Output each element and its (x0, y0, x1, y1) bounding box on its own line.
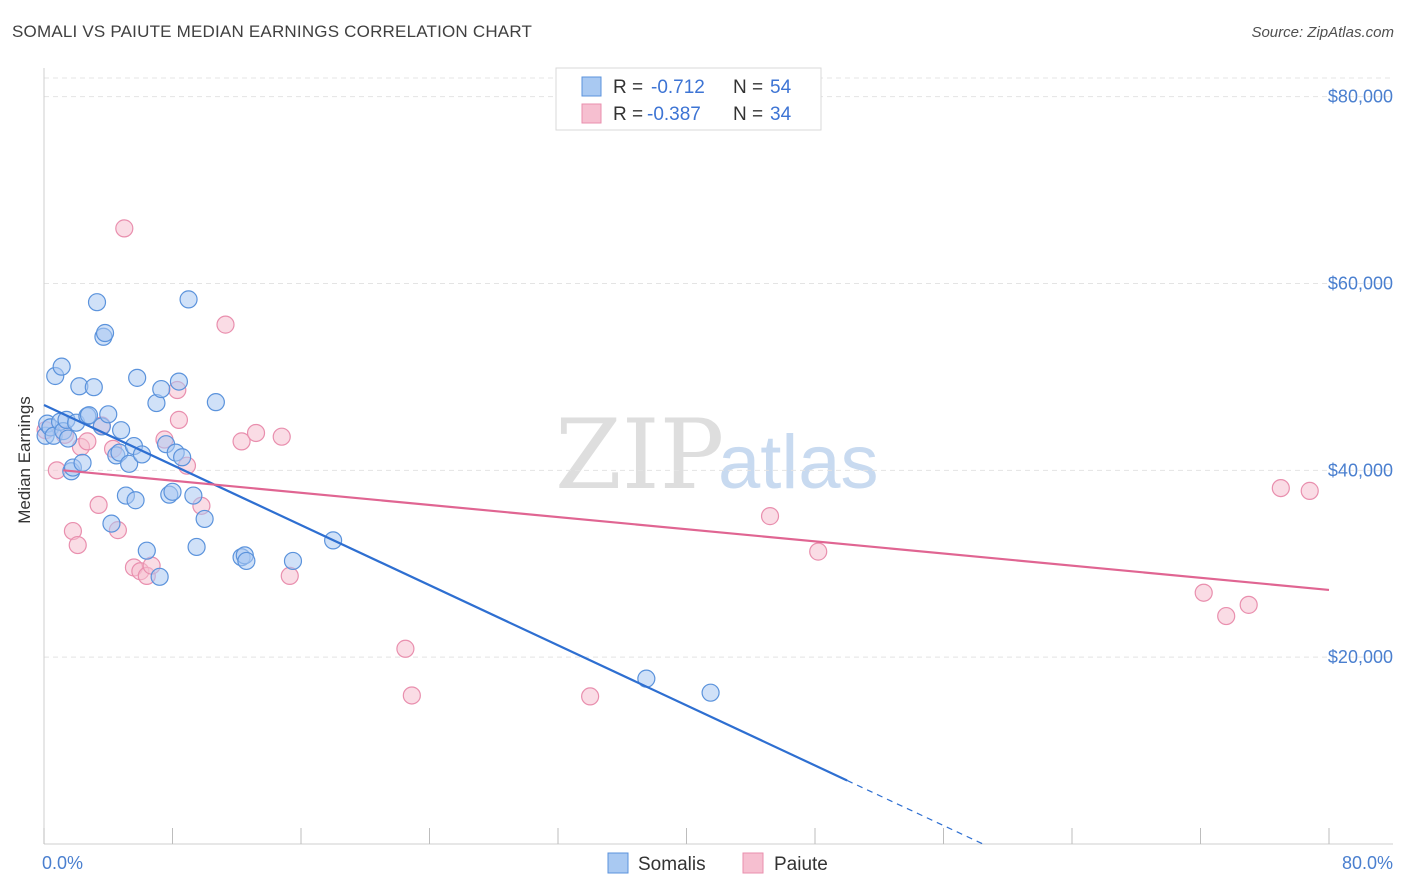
somali-point (73, 453, 92, 472)
paiute-point (1271, 478, 1290, 498)
series-legend-label-paiute: Paiute (774, 854, 828, 875)
paiute-point (246, 423, 266, 443)
watermark-zip: ZIP (555, 399, 724, 511)
somali-trend-line (43, 403, 848, 782)
series-legend: Somalis Paiute (607, 852, 828, 875)
axes (43, 68, 1393, 845)
somali-trend-extension (846, 779, 984, 845)
y-tick-label: $60,000 (1328, 274, 1393, 294)
somali-point (95, 323, 115, 343)
legend-n-value-paiute: 34 (770, 104, 792, 125)
legend-swatch-paiute (581, 103, 602, 124)
legend-n-value-somalis: 54 (770, 77, 792, 98)
somali-point (120, 454, 139, 473)
paiute-point (89, 495, 108, 515)
paiute-point (272, 427, 291, 446)
legend-r-label-paiute: R = (613, 104, 643, 125)
paiute-point (78, 432, 97, 451)
legend-r-value-paiute: -0.387 (647, 104, 701, 125)
somali-point (283, 551, 303, 571)
paiute-point (68, 535, 87, 555)
somali-point (84, 378, 103, 397)
somali-point (163, 482, 182, 501)
paiute-point (402, 686, 421, 705)
somali-point (169, 372, 189, 391)
legend-r-value-somalis: -0.712 (651, 77, 705, 98)
legend-n-label-somalis: N = (733, 77, 763, 98)
y-tick-label: $80,000 (1328, 87, 1393, 107)
somali-point (111, 421, 131, 440)
y-tick-labels: $20,000 $40,000 $60,000 $80,000 (1328, 87, 1393, 667)
y-axis-label: Median Earnings (15, 396, 34, 524)
chart-title: SOMALI VS PAIUTE MEDIAN EARNINGS CORRELA… (12, 22, 533, 41)
paiute-point (1239, 595, 1258, 614)
somali-point (126, 491, 145, 510)
paiute-point (232, 432, 251, 451)
watermark-atlas: atlas (718, 420, 879, 505)
somali-point (87, 293, 107, 312)
somali-point (179, 290, 198, 309)
paiute-point (1194, 583, 1213, 602)
somali-points (36, 290, 720, 702)
somali-point (184, 486, 203, 505)
series-legend-swatch-somalis (607, 852, 629, 874)
somali-point (128, 368, 147, 387)
paiute-trend-line (63, 469, 1330, 592)
series-legend-label-somalis: Somalis (638, 854, 706, 875)
somali-point (237, 551, 256, 571)
somali-point (195, 509, 214, 529)
somali-point (58, 429, 78, 448)
paiute-point (581, 687, 600, 706)
somali-point (173, 448, 192, 467)
paiute-point (760, 507, 780, 526)
source-label: Source: ZipAtlas.com (1251, 24, 1394, 41)
somali-point (52, 357, 71, 376)
somali-point (137, 541, 156, 560)
paiute-point (1217, 606, 1236, 626)
paiute-point (169, 410, 189, 429)
x-tick-label-max: 80.0% (1342, 853, 1393, 873)
somali-point (701, 683, 720, 702)
series-legend-swatch-paiute (742, 852, 764, 874)
somali-point (206, 393, 225, 412)
somali-point (150, 567, 169, 586)
legend-swatch-somalis (581, 76, 602, 97)
paiute-point (1300, 481, 1319, 500)
watermark: ZIP atlas (555, 399, 879, 511)
somali-point (152, 379, 171, 399)
paiute-point (396, 639, 415, 658)
x-tick-label-min: 0.0% (42, 853, 83, 873)
somali-point (102, 514, 121, 533)
somali-point (187, 537, 206, 557)
paiute-point (216, 315, 235, 334)
somali-point (99, 405, 118, 424)
correlation-legend: R = -0.712 N = 54 R = -0.387 N = 34 (555, 67, 822, 131)
paiute-point (115, 219, 134, 238)
y-tick-label: $40,000 (1328, 460, 1393, 480)
trend-lines (43, 403, 1330, 845)
legend-n-label-paiute: N = (733, 104, 763, 125)
legend-r-label-somalis: R = (613, 77, 643, 98)
grid-lines (44, 77, 1393, 658)
paiute-point (280, 566, 299, 586)
somali-point (79, 406, 99, 425)
y-tick-label: $20,000 (1328, 647, 1393, 667)
paiute-point (809, 542, 828, 561)
